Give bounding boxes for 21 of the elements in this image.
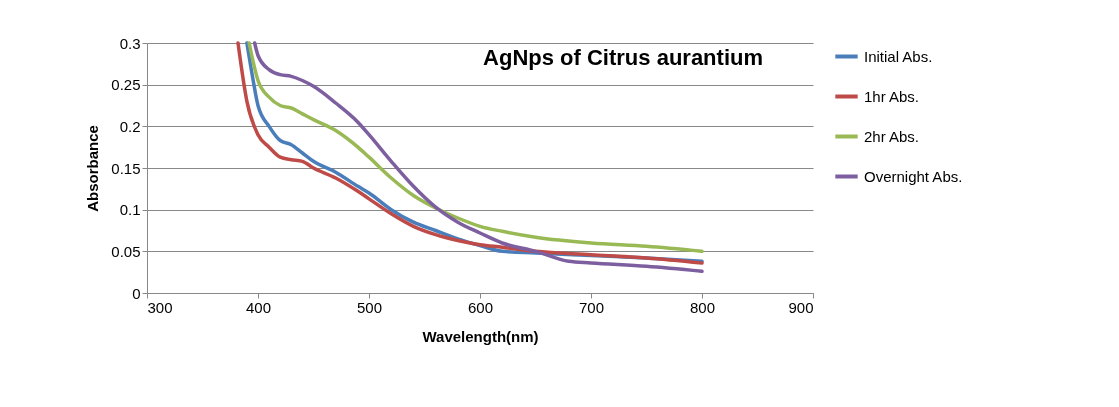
x-tick-label: 500 (356, 298, 383, 316)
chart-title: AgNps of Citrus aurantium (483, 45, 763, 70)
legend-label: 1hr Abs. (864, 87, 920, 105)
legend-label: Overnight Abs. (864, 167, 963, 185)
y-axis-title: Absorbance (84, 125, 102, 212)
legend-label: 2hr Abs. (864, 127, 920, 145)
y-tick-label: 0.15 (111, 159, 141, 177)
y-tick-label: 0.2 (119, 117, 141, 135)
x-tick-label: 400 (245, 298, 272, 316)
y-tick-label: 0 (132, 284, 141, 302)
y-tick-label: 0.05 (111, 242, 141, 260)
x-tick-label: 600 (467, 298, 494, 316)
y-tick-label: 0.1 (119, 201, 141, 219)
legend-label: Initial Abs. (864, 47, 933, 65)
y-tick-label: 0.3 (119, 34, 141, 52)
x-tick-label: 700 (578, 298, 605, 316)
y-tick-label: 0.25 (111, 76, 141, 94)
x-tick-label: 300 (147, 298, 173, 316)
x-tick-label: 800 (689, 298, 716, 316)
x-axis-title: Wavelength(nm) (422, 327, 539, 345)
x-tick-label: 900 (788, 298, 814, 316)
